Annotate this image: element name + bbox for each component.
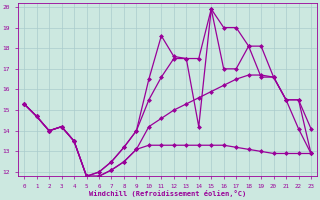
- X-axis label: Windchill (Refroidissement éolien,°C): Windchill (Refroidissement éolien,°C): [89, 190, 246, 197]
